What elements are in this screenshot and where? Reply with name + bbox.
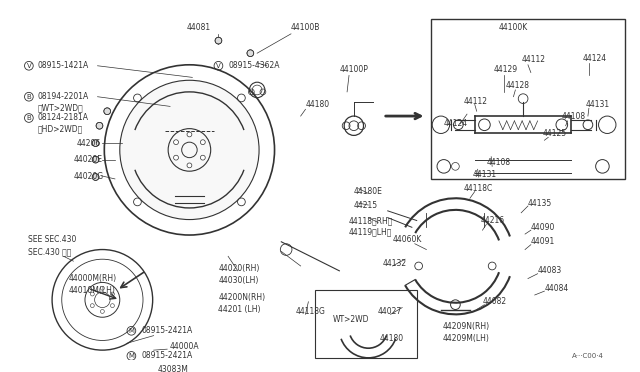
Text: 44083: 44083 [538,266,562,275]
Text: 44091: 44091 [531,237,555,246]
Text: 44108: 44108 [562,112,586,121]
Text: 44060K: 44060K [392,235,422,244]
Bar [315,290,417,358]
Text: 〈WT>2WD〉: 〈WT>2WD〉 [38,104,83,113]
Text: 44124: 44124 [444,119,468,128]
Circle shape [200,155,205,160]
Text: V: V [216,63,221,69]
Text: 08915-2421A: 08915-2421A [141,326,192,335]
Circle shape [247,50,253,57]
Text: 08124-2181A: 08124-2181A [38,113,88,122]
Text: 44180: 44180 [305,100,330,109]
Text: 44118〈RH〉: 44118〈RH〉 [349,216,394,225]
Circle shape [215,37,222,44]
Circle shape [200,140,205,145]
Text: 43083M: 43083M [157,365,188,372]
Text: 44112: 44112 [463,97,487,106]
Text: 44084: 44084 [545,284,569,293]
Text: M: M [129,328,134,334]
Text: 44131: 44131 [473,170,497,179]
Text: B: B [26,115,31,121]
Text: 44206: 44206 [76,139,100,148]
Text: 44100K: 44100K [499,23,528,32]
Text: 44082: 44082 [483,297,507,306]
Text: 44180: 44180 [380,334,404,343]
Text: 44216: 44216 [481,216,505,225]
Text: 44112: 44112 [521,55,545,64]
Text: M: M [129,353,134,359]
Text: 44125: 44125 [543,129,566,138]
Text: 44129: 44129 [494,65,518,74]
Text: 44215: 44215 [354,201,378,209]
Text: 44020G: 44020G [74,171,104,180]
Circle shape [104,108,111,115]
Circle shape [173,140,179,145]
Text: 44030(LH): 44030(LH) [218,276,259,285]
Text: 44118G: 44118G [296,307,326,316]
Text: 08915-1421A: 08915-1421A [38,61,89,70]
Text: SEC.430 参照: SEC.430 参照 [28,247,71,256]
Text: 44027: 44027 [378,307,403,316]
Circle shape [187,132,192,137]
Text: 44100P: 44100P [339,65,368,74]
Circle shape [173,155,179,160]
Text: 44201 (LH): 44201 (LH) [218,305,261,314]
Text: 44124: 44124 [583,54,607,62]
Text: 44180E: 44180E [354,187,383,196]
Text: 44100B: 44100B [291,23,321,32]
Circle shape [92,140,99,147]
Text: 44000A: 44000A [170,342,200,351]
Text: 44119〈LH〉: 44119〈LH〉 [349,228,392,237]
Text: 44131: 44131 [586,100,610,109]
Text: 44081: 44081 [187,23,211,32]
Text: 〈HD>2WD〉: 〈HD>2WD〉 [38,124,83,133]
Text: 44132: 44132 [383,259,407,267]
Circle shape [96,122,103,129]
Text: 44108: 44108 [486,158,511,167]
Circle shape [92,174,99,180]
Text: 44128: 44128 [506,81,530,90]
Text: 44118C: 44118C [463,184,492,193]
Text: WT>2WD: WT>2WD [333,315,369,324]
Text: 44020(RH): 44020(RH) [218,264,260,273]
Text: V: V [26,63,31,69]
Text: 44209N(RH): 44209N(RH) [443,323,490,331]
Circle shape [120,80,259,219]
Text: 44010M(LH): 44010M(LH) [68,286,115,295]
Circle shape [187,163,192,168]
Circle shape [92,156,99,163]
Text: SEE SEC.430: SEE SEC.430 [28,235,76,244]
Text: 08915-2421A: 08915-2421A [141,352,192,360]
Text: 44135: 44135 [528,199,552,208]
Bar [431,19,625,179]
Text: 44020E: 44020E [74,155,102,164]
Text: A···C00·4: A···C00·4 [572,353,604,359]
Text: 44209M(LH): 44209M(LH) [443,334,490,343]
Text: 44090: 44090 [531,223,556,232]
Text: B: B [26,94,31,100]
Text: 08194-2201A: 08194-2201A [38,92,89,101]
Text: 08915-4362A: 08915-4362A [228,61,280,70]
Text: 44200N(RH): 44200N(RH) [218,294,266,302]
Text: 44000M(RH): 44000M(RH) [68,274,116,283]
